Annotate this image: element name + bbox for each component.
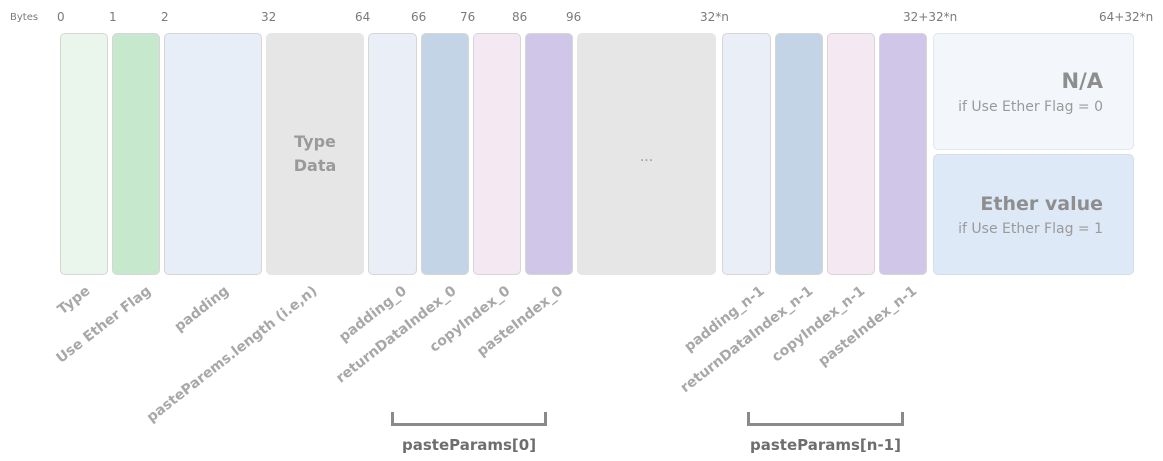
field-label: copyIndex_n-1 [768,283,868,366]
offset-label: 1 [109,10,117,24]
na-block: N/A if Use Ether Flag = 0 [933,33,1134,150]
paste-index-0-block [525,33,573,275]
offset-label: 96 [566,10,582,24]
paste-index-n-1-block [879,33,927,275]
ellipsis-block: ... [577,33,716,275]
field-label: padding [171,283,232,336]
bytes-label: Bytes [10,12,39,23]
type-block [60,33,108,275]
field-label: Type [55,283,94,319]
ether-value-block: Ether value if Use Ether Flag = 1 [933,154,1134,275]
na-title: N/A [1061,69,1104,93]
offset-label: 2 [161,10,169,24]
offset-label: 64+32*n [1099,10,1154,24]
type-data-line-2: Data [293,156,337,175]
paste-params-n-1-label: pasteParams[n-1] [750,436,901,454]
padding-n-1-block [722,33,771,275]
ether-flag-block [112,33,160,275]
offset-label: 0 [57,10,65,24]
ether-value-subtitle: if Use Ether Flag = 1 [958,221,1103,237]
offset-label: 76 [460,10,476,24]
type-data-line-1: Type [294,132,336,151]
offset-label: 64 [355,10,371,24]
offset-label: 32 [261,10,277,24]
ellipsis-text: ... [639,149,654,165]
paste-params-0-label: pasteParams[0] [402,436,537,454]
padding-block [164,33,262,275]
return-data-index-n-1-block [775,33,823,275]
copy-index-0-block [473,33,521,275]
copy-index-n-1-block [827,33,875,275]
field-label: padding_n-1 [681,283,768,356]
paste-params-0-bracket [391,412,547,426]
ether-value-title: Ether value [980,193,1103,215]
type-data-block: Type Data [266,33,364,275]
return-data-index-0-block [421,33,469,275]
offset-label: 32+32*n [903,10,958,24]
offset-label: 32*n [700,10,729,24]
offset-label: 66 [411,10,427,24]
na-subtitle: if Use Ether Flag = 0 [958,99,1103,115]
paste-params-n-1-bracket [747,412,904,426]
padding-0-block [368,33,417,275]
offset-label: 86 [512,10,528,24]
field-label: pasteParems.length (i.e,n) [143,283,320,426]
